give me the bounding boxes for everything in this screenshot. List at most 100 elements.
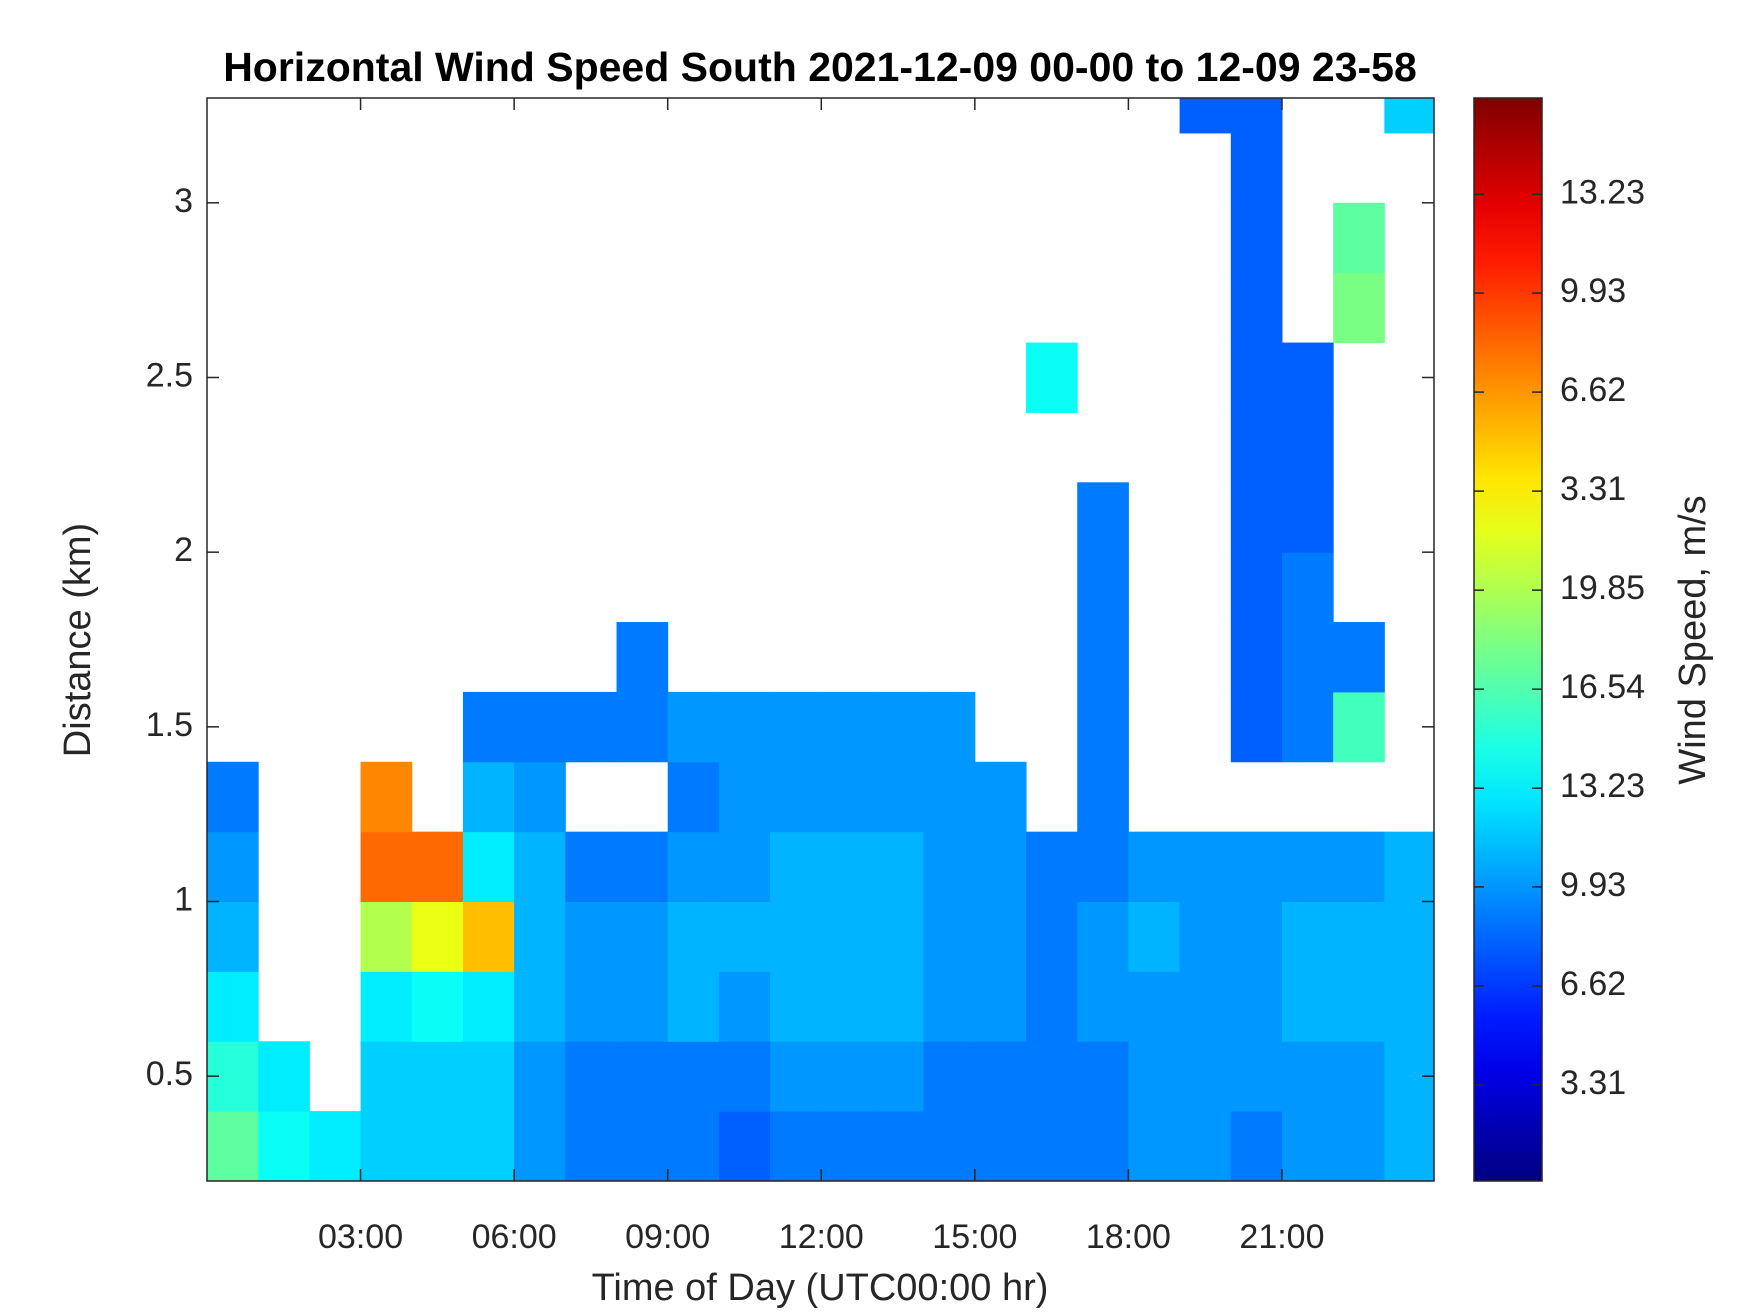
x-tick-label: 21:00 xyxy=(1239,1218,1324,1256)
heatmap-cell xyxy=(1230,622,1283,693)
heatmap-cell xyxy=(360,971,413,1042)
x-tick-label: 15:00 xyxy=(932,1218,1017,1256)
heatmap-cell xyxy=(974,971,1027,1042)
heatmap-cell xyxy=(411,971,464,1042)
heatmap-cell xyxy=(565,831,618,903)
heatmap-cell xyxy=(1128,971,1181,1042)
heatmap-cell xyxy=(718,831,771,903)
heatmap-cell xyxy=(770,691,822,763)
x-tick-label: 06:00 xyxy=(472,1218,557,1256)
heatmap-cell xyxy=(616,622,669,693)
heatmap-cell xyxy=(821,761,873,833)
heatmap-cell xyxy=(258,1041,310,1112)
heatmap-cell xyxy=(1026,1041,1078,1112)
colorbar-tick-label: 13.23 xyxy=(1560,767,1645,805)
colorbar-tick-label: 13.23 xyxy=(1560,173,1645,211)
heatmap-cell xyxy=(718,761,771,833)
y-tick-label: 2 xyxy=(174,531,193,569)
heatmap-cell xyxy=(872,901,925,972)
heatmap-cell xyxy=(718,1041,771,1112)
heatmap-cell xyxy=(462,971,515,1042)
heatmap-cell xyxy=(462,1041,515,1112)
heatmap-cell xyxy=(565,691,618,763)
heatmap-cell xyxy=(514,691,566,763)
heatmap-cell xyxy=(616,831,669,903)
heatmap-cell xyxy=(821,831,873,903)
heatmap-cell xyxy=(1077,971,1129,1042)
heatmap-cell xyxy=(207,831,259,903)
heatmap-cell xyxy=(411,1111,464,1182)
heatmap-cell xyxy=(923,831,976,903)
colorbar-tick-label: 3.31 xyxy=(1560,470,1626,508)
heatmap-cell xyxy=(514,971,566,1042)
heatmap-cell xyxy=(974,1041,1027,1112)
y-tick-label: 2.5 xyxy=(146,356,193,394)
heatmap-cell xyxy=(1281,1041,1334,1112)
heatmap-cell xyxy=(1384,831,1435,903)
heatmap-cell xyxy=(718,1111,771,1182)
heatmap-cell xyxy=(207,1111,259,1182)
heatmap-cell xyxy=(1026,831,1078,903)
heatmap-cell xyxy=(1230,1041,1283,1112)
heatmap-cell xyxy=(1077,761,1129,833)
heatmap-cell xyxy=(770,831,822,903)
heatmap-cell xyxy=(1179,1041,1232,1112)
chart-title: Horizontal Wind Speed South 2021-12-09 0… xyxy=(223,44,1417,90)
x-tick-label: 12:00 xyxy=(779,1218,864,1256)
heatmap-cell xyxy=(667,1041,720,1112)
heatmap-cell xyxy=(872,691,925,763)
heatmap-cell xyxy=(1281,412,1334,483)
heatmap-cell xyxy=(514,1111,566,1182)
heatmap-cell xyxy=(411,901,464,972)
heatmap-cell xyxy=(1026,971,1078,1042)
heatmap-cell xyxy=(1230,272,1283,344)
heatmap-cell xyxy=(1230,98,1283,134)
heatmap-cell xyxy=(462,1111,515,1182)
heatmap-cell xyxy=(1026,342,1078,413)
heatmap-cell xyxy=(923,761,976,833)
colorbar-label: Wind Speed, m/s xyxy=(1672,495,1714,784)
heatmap-cell xyxy=(1333,202,1385,274)
heatmap-cell xyxy=(1230,691,1283,763)
heatmap-cell xyxy=(1179,831,1232,903)
heatmap-cell xyxy=(1128,901,1181,972)
heatmap-cell xyxy=(770,1111,822,1182)
heatmap-cell xyxy=(1281,901,1334,972)
heatmap-cell xyxy=(360,901,413,972)
y-axis-label: Distance (km) xyxy=(57,523,99,757)
colorbar-tick-label: 19.85 xyxy=(1560,569,1645,607)
heatmap-cell xyxy=(1281,831,1334,903)
heatmap-cell xyxy=(1384,98,1435,134)
heatmap-cell xyxy=(1281,1111,1334,1182)
heatmap-cell xyxy=(462,901,515,972)
colorbar-tick-label: 6.62 xyxy=(1560,965,1626,1003)
heatmap-cell xyxy=(1128,831,1181,903)
heatmap-cell xyxy=(1128,1041,1181,1112)
heatmap-cell xyxy=(1281,971,1334,1042)
y-tick-label: 1 xyxy=(174,881,193,919)
plot-frame xyxy=(206,97,1435,1182)
heatmap-cell xyxy=(770,1041,822,1112)
heatmap-cell xyxy=(718,901,771,972)
heatmap-cell xyxy=(1333,1041,1385,1112)
heatmap-cell xyxy=(1077,901,1129,972)
heatmap-cell xyxy=(207,971,259,1042)
heatmap-cell xyxy=(565,971,618,1042)
heatmap-cell xyxy=(360,1111,413,1182)
heatmap-cell xyxy=(1230,831,1283,903)
heatmap-cell xyxy=(1281,622,1334,693)
heatmap-cell xyxy=(616,1041,669,1112)
heatmap-cell xyxy=(1179,901,1232,972)
heatmap-cell xyxy=(1384,971,1435,1042)
heatmap-cell xyxy=(667,761,720,833)
heatmap-cell xyxy=(1281,552,1334,623)
heatmap-cell xyxy=(923,971,976,1042)
x-tick-label: 09:00 xyxy=(625,1218,710,1256)
heatmap-cell xyxy=(1333,1111,1385,1182)
heatmap-cell xyxy=(1230,552,1283,623)
heatmap-cell xyxy=(1230,132,1283,204)
heatmap-cell xyxy=(974,1111,1027,1182)
heatmap-cell xyxy=(207,901,259,972)
heatmap-cell xyxy=(872,761,925,833)
